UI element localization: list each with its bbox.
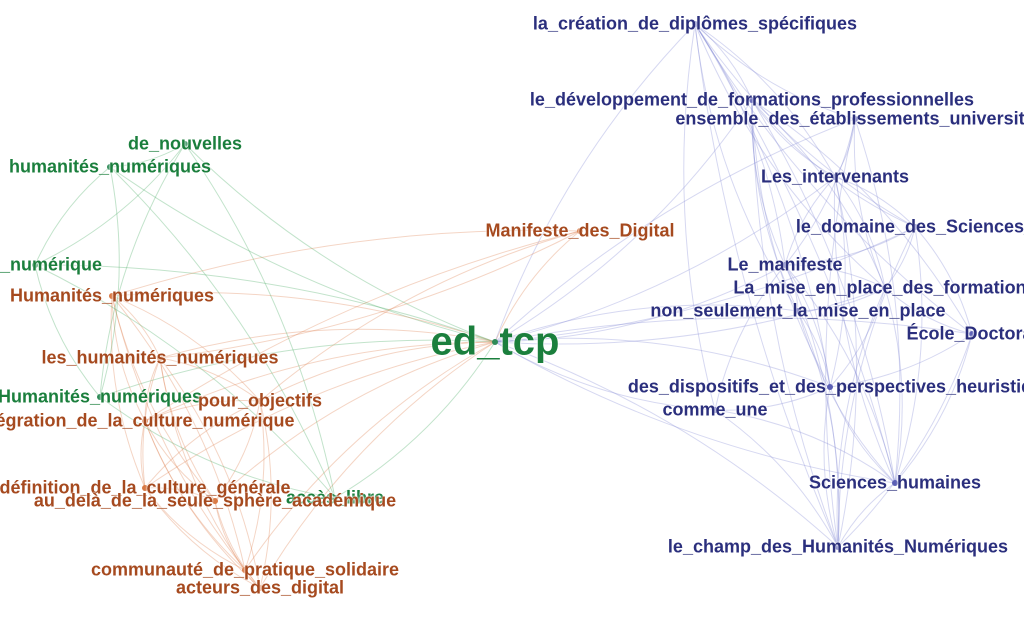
node-label[interactable]: pour_objectifs xyxy=(198,391,322,412)
node-label[interactable]: Manifeste_des_Digital xyxy=(485,221,674,242)
node-label[interactable]: La_mise_en_place_des_formations xyxy=(733,278,1024,299)
node-label[interactable]: Humanités_numériques xyxy=(10,286,214,307)
node-label[interactable]: acteurs_des_digital xyxy=(176,578,344,599)
node-label[interactable]: le_développement_de_formations_professio… xyxy=(530,90,974,111)
node-label[interactable]: de_nouvelles xyxy=(128,134,242,155)
node-label[interactable]: égration_de_la_culture_numérique xyxy=(0,411,295,432)
node-label[interactable]: Les_intervenants xyxy=(761,167,909,188)
node-label[interactable]: r_le_numérique xyxy=(0,255,102,276)
network-graph: ed_tcp de_nouvelleshumanités_numériques r_… xyxy=(0,0,1024,632)
node-label[interactable]: Humanités_numériques xyxy=(0,387,202,408)
node-label[interactable]: comme_une xyxy=(662,400,767,421)
node-label[interactable]: École_Doctoral xyxy=(906,324,1024,345)
node-central[interactable]: ed_tcp xyxy=(431,320,560,365)
node-label[interactable]: le_champ_des_Humanités_Numériques xyxy=(668,537,1008,558)
node-label[interactable]: le_domaine_des_Sciences_ xyxy=(796,217,1024,238)
node-label[interactable]: humanités_numériques xyxy=(9,157,211,178)
node-label[interactable]: la_création_de_diplômes_spécifiques xyxy=(533,14,857,35)
node-label[interactable]: non_seulement_la_mise_en_place xyxy=(650,301,945,322)
node-label[interactable]: des_dispositifs_et_des_perspectives_heur… xyxy=(628,377,1024,398)
node-label[interactable]: les_humanités_numériques xyxy=(41,348,278,369)
node-label[interactable]: au_delà_de_la_seule_sphère_académique xyxy=(34,491,396,512)
node-label[interactable]: Le_manifeste xyxy=(727,255,842,276)
node-label[interactable]: Sciences_humaines xyxy=(809,473,981,494)
node-label[interactable]: ensemble_des_établissements_universita xyxy=(675,109,1024,130)
